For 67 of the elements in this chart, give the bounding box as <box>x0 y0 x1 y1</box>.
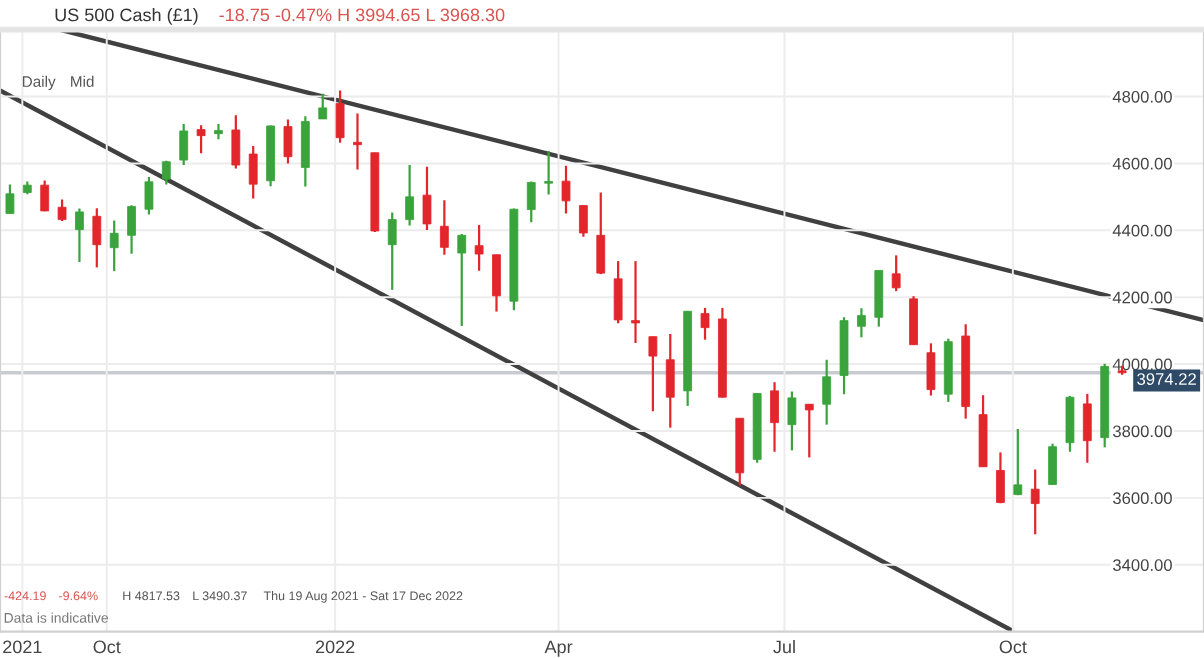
candlestick <box>283 118 293 165</box>
candlestick <box>631 259 640 345</box>
candlestick <box>318 92 328 121</box>
x-tick-label: Jul <box>773 640 795 654</box>
candlestick <box>144 176 154 216</box>
candlestick <box>909 295 918 347</box>
x-tick-label: Oct <box>999 640 1027 654</box>
x-tick-label: Apr <box>544 640 573 657</box>
candlestick <box>804 403 814 459</box>
candlestick <box>874 269 884 328</box>
candlestick <box>857 307 866 339</box>
candlestick <box>196 124 206 155</box>
chart-title: US 500 Cash (£1) <box>55 8 198 25</box>
candlestick <box>770 381 779 453</box>
candlestick <box>1065 394 1075 453</box>
candlestick <box>665 332 675 429</box>
candlestick <box>648 335 658 413</box>
candlestick <box>109 219 119 273</box>
y-tick-label: 4800.00 <box>1112 90 1172 103</box>
candlestick <box>248 144 258 200</box>
y-tick-label: 4600.00 <box>1112 157 1172 170</box>
ref-line-label: 3974.22 <box>1137 373 1196 385</box>
candlestick <box>214 122 223 141</box>
candlestick <box>891 254 901 293</box>
candlestick <box>387 211 397 291</box>
candlestick <box>996 451 1005 505</box>
candlestick <box>405 163 414 227</box>
x-tick-label: 2021 <box>3 640 42 654</box>
candlestick <box>822 358 832 426</box>
candlestick <box>926 342 936 397</box>
candlestick <box>439 199 449 256</box>
candlestick <box>127 204 136 255</box>
y-tick-label: 4400.00 <box>1112 224 1172 237</box>
candlestick <box>700 306 710 341</box>
candlestick <box>561 164 571 215</box>
y-tick-label: 4200.00 <box>1112 291 1172 304</box>
candlestick <box>492 253 501 313</box>
candlestick <box>1048 442 1057 486</box>
candlestick <box>1082 392 1092 464</box>
y-tick-label: 3400.00 <box>1112 559 1172 571</box>
x-tick-label: 2022 <box>315 640 355 654</box>
candlestick <box>526 180 536 224</box>
candlestick <box>596 191 606 276</box>
candlestick <box>335 89 345 144</box>
candlestick <box>231 114 241 170</box>
candlestick <box>300 115 310 188</box>
y-tick-label: 3600.00 <box>1112 492 1172 505</box>
candlestick <box>457 232 467 328</box>
y-tick-label: 4000.00 <box>1112 358 1172 371</box>
x-tick-label: Oct <box>93 640 121 654</box>
chart-subtitle: -18.75 -0.47% H 3994.65 L 3968.30 <box>219 8 505 22</box>
candlestick <box>92 207 102 269</box>
candlestick <box>57 198 67 223</box>
candlestick <box>787 390 797 452</box>
y-tick-label: 3800.00 <box>1112 425 1172 438</box>
candlestick <box>474 223 484 272</box>
candlestick <box>544 149 554 196</box>
candlestick <box>179 122 189 167</box>
candlestick <box>578 204 588 238</box>
candlestick <box>422 165 432 232</box>
candlestick <box>613 259 623 325</box>
candlestick <box>1013 427 1023 497</box>
candlestick <box>40 179 50 213</box>
candlestick <box>353 112 362 171</box>
candlestick <box>1030 468 1040 536</box>
candlestick <box>75 207 84 264</box>
candlestick <box>5 183 15 215</box>
